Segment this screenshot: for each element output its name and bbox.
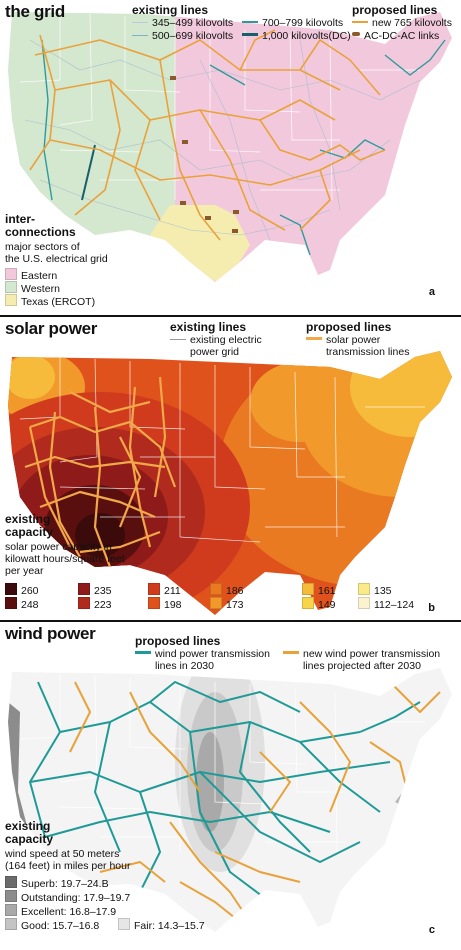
- scale-173: 173: [210, 597, 244, 611]
- wind-scale-good: Good: 15.7–16.8: [5, 918, 99, 932]
- legend-700-799: 700–799 kilovolts: [242, 17, 343, 29]
- panel-b-title: solar power: [5, 319, 98, 338]
- wind-lines-after-2030: [69, 681, 441, 923]
- legend-wind-after-2030: new wind power transmission lines project…: [283, 648, 440, 672]
- scale-161: 161: [302, 583, 336, 597]
- scale-149: 149: [302, 597, 336, 611]
- existing-lines-heading: existing lines: [132, 3, 209, 17]
- legend-western: Western: [5, 281, 60, 295]
- legend-500-699: 500–699 kilovolts: [132, 30, 233, 42]
- panel-a-letter: a: [428, 286, 435, 298]
- panel-wind: wind power proposed lines wind power tra…: [0, 622, 461, 950]
- scale-260: 260: [5, 583, 39, 597]
- legend-345-499: 345–499 kilovolts: [132, 17, 233, 29]
- legend-ac-dc-ac: AC-DC-AC links: [352, 30, 439, 42]
- legend-solar-lines: solar power transmission lines: [306, 334, 409, 358]
- panel-a-title: the grid: [5, 2, 65, 21]
- grid-map: [8, 12, 452, 282]
- wind-capacity-subtitle: wind speed at 50 meters (164 feet) in mil…: [5, 848, 131, 872]
- panel-c-title: wind power: [5, 624, 96, 643]
- legend-wind-2030: wind power transmission lines in 2030: [135, 648, 270, 672]
- scale-135: 135: [358, 583, 392, 597]
- wind-lines-2030: [29, 681, 421, 903]
- legend-texas: Texas (ERCOT): [5, 294, 95, 308]
- legend-1000-dc: 1,000 kilovolts(DC): [242, 30, 351, 42]
- panel-c-letter: c: [428, 924, 435, 936]
- legend-new-765: new 765 kilovolts: [352, 17, 452, 29]
- wind-scale-outstanding: Outstanding: 17.9–19.7: [5, 890, 130, 904]
- solar-transmission-lines: [24, 376, 177, 568]
- solar-capacity-heading: existing capacity: [5, 512, 54, 539]
- solar-proposed-heading: proposed lines: [306, 320, 392, 334]
- scale-198: 198: [148, 597, 182, 611]
- scale-248: 248: [5, 597, 39, 611]
- scale-235: 235: [78, 583, 112, 597]
- scale-223: 223: [78, 597, 112, 611]
- panel-b-letter: b: [428, 602, 435, 614]
- legend-existing-grid: existing electric power grid: [170, 334, 262, 358]
- divider: [0, 315, 461, 317]
- wind-proposed-heading: proposed lines: [135, 634, 221, 648]
- wind-scale-superb: Superb: 19.7–24.B: [5, 876, 109, 890]
- legend-eastern: Eastern: [5, 268, 57, 282]
- wind-scale-excellent: Excellent: 16.8–17.9: [5, 904, 116, 918]
- solar-map: [8, 351, 452, 615]
- solar-existing-heading: existing lines: [170, 320, 247, 334]
- interconnections-subtitle: major sectors of the U.S. electrical grid: [5, 241, 108, 265]
- interconnections-heading: inter-connections: [5, 212, 76, 239]
- proposed-765-lines: [29, 29, 386, 241]
- wind-scale-fair: Fair: 14.3–15.7: [118, 918, 205, 932]
- wind-map: [8, 668, 452, 932]
- ac-dc-ac-links: [170, 76, 239, 233]
- solar-capacity-subtitle: solar power capacity in kilowatt hours/sq…: [5, 541, 125, 577]
- scale-112-124: 112–124: [358, 597, 414, 611]
- scale-211: 211: [148, 583, 181, 597]
- texas-region: [150, 205, 250, 282]
- scale-186: 186: [210, 583, 244, 597]
- divider: [0, 620, 461, 622]
- proposed-lines-heading: proposed lines: [352, 3, 438, 17]
- panel-grid: the grid existing lines 345–499 kilovolt…: [0, 0, 461, 315]
- wind-capacity-heading: existing capacity: [5, 819, 54, 846]
- panel-solar: solar power existing lines existing elec…: [0, 317, 461, 620]
